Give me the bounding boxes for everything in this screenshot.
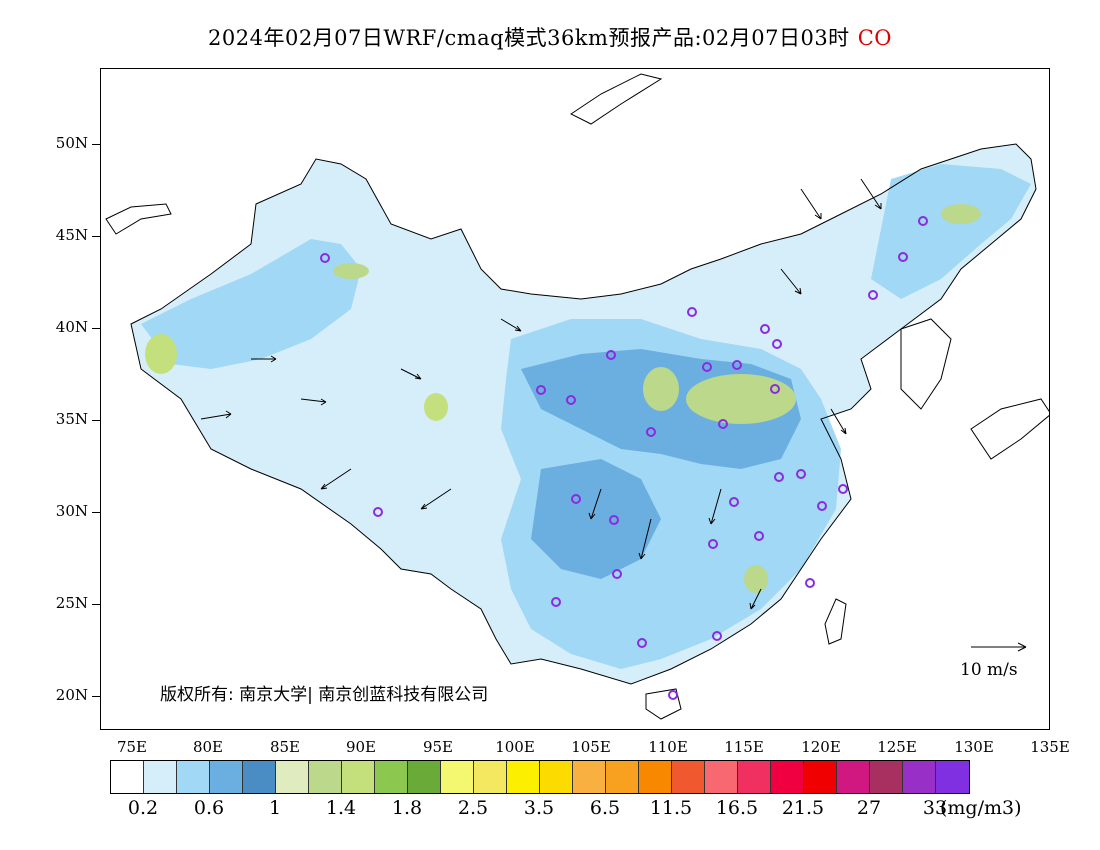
legend-swatch [903,761,936,793]
hotspot-hebei [686,374,796,424]
lon-label-75e: 75E [116,738,148,756]
korea-coast [900,318,952,410]
map-frame[interactable] [100,68,1050,730]
pollutant-label: CO [857,26,892,50]
legend-swatch [243,761,276,793]
legend-swatch [771,761,804,793]
balkhash-coast [105,203,172,235]
legend-value-label: 33 [922,797,948,819]
legend-value-label: 1.8 [391,797,423,819]
legend-value-label: 16.5 [715,797,759,819]
legend-swatch [408,761,441,793]
color-legend [110,760,970,794]
legend-swatch [738,761,771,793]
lon-label-125e: 125E [877,738,917,756]
map-title: 2024年02月07日WRF/cmaq模式36km预报产品:02月07日03时 C… [0,22,1100,52]
lat-tick [92,512,100,513]
sichuan-shading [531,459,661,579]
station-markers [320,216,928,700]
lat-label-50n: 50N [55,134,88,152]
legend-value-label: 1.4 [325,797,357,819]
legend-swatch [375,761,408,793]
legend-swatch [639,761,672,793]
legend-swatch [111,761,144,793]
legend-value-label: 11.5 [649,797,693,819]
lon-label-130e: 130E [954,738,994,756]
lat-tick [92,420,100,421]
xinjiang-shading [141,239,361,369]
lat-label-30n: 30N [55,502,88,520]
legend-swatch [309,761,342,793]
legend-value-label: 6.5 [589,797,621,819]
legend-swatch [474,761,507,793]
lon-label-95e: 95E [422,738,454,756]
copyright-notice: 版权所有: 南京大学| 南京创蓝科技有限公司 [160,685,489,705]
legend-value-label: 0.2 [127,797,159,819]
lat-label-40n: 40N [55,318,88,336]
legend-swatch [342,761,375,793]
lon-label-100e: 100E [495,738,535,756]
legend-swatch [540,761,573,793]
legend-swatch [573,761,606,793]
northeast-shading [871,164,1031,299]
lat-label-45n: 45N [55,226,88,244]
map-canvas [105,73,1049,720]
lon-label-110e: 110E [648,738,688,756]
lon-label-85e: 85E [269,738,301,756]
japan-coast [970,398,1049,460]
hotspot-shanxi [643,367,679,411]
lat-tick [92,696,100,697]
taiwan-coast [824,598,847,645]
hotspot-guangzhou [744,565,768,593]
legend-swatch [606,761,639,793]
wind-vectors [200,178,1027,652]
legend-swatch [936,761,969,793]
legend-value-label: 27 [856,797,882,819]
title-text: 2024年02月07日WRF/cmaq模式36km预报产品:02月07日03时 [208,26,850,50]
lat-tick [92,604,100,605]
lon-label-105e: 105E [571,738,611,756]
hotspot-kashgar [145,334,177,374]
lat-label-25n: 25N [55,594,88,612]
legend-value-label: 0.6 [193,797,225,819]
legend-swatch [210,761,243,793]
lat-tick [92,144,100,145]
lon-label-135e: 135E [1030,738,1070,756]
legend-swatch [837,761,870,793]
hotspot-urumqi [333,263,369,279]
lat-tick [92,236,100,237]
legend-swatch [441,761,474,793]
legend-value-label: 3.5 [523,797,555,819]
lon-label-90e: 90E [345,738,377,756]
legend-swatch [144,761,177,793]
legend-swatch [705,761,738,793]
legend-value-label: 2.5 [457,797,489,819]
legend-unit: (mg/m3) [940,797,1022,819]
lon-label-120e: 120E [801,738,841,756]
kamchatka-coast [570,73,663,125]
hotspot-harbin [941,204,981,224]
lat-label-20n: 20N [55,686,88,704]
legend-value-label: 21.5 [781,797,825,819]
lat-label-35n: 35N [55,410,88,428]
legend-swatch [804,761,837,793]
lon-label-80e: 80E [192,738,224,756]
legend-swatch [507,761,540,793]
lon-label-115e: 115E [724,738,764,756]
wind-reference-arrow [971,642,1027,652]
legend-value-label: 1 [268,797,282,819]
legend-swatch [672,761,705,793]
legend-swatch [870,761,903,793]
hotspot-xining [424,393,448,421]
lat-tick [92,328,100,329]
wind-reference-label: 10 m/s [960,660,1018,680]
border-line [130,143,1037,685]
legend-swatch [177,761,210,793]
hainan-coast [645,688,682,720]
legend-swatch [276,761,309,793]
